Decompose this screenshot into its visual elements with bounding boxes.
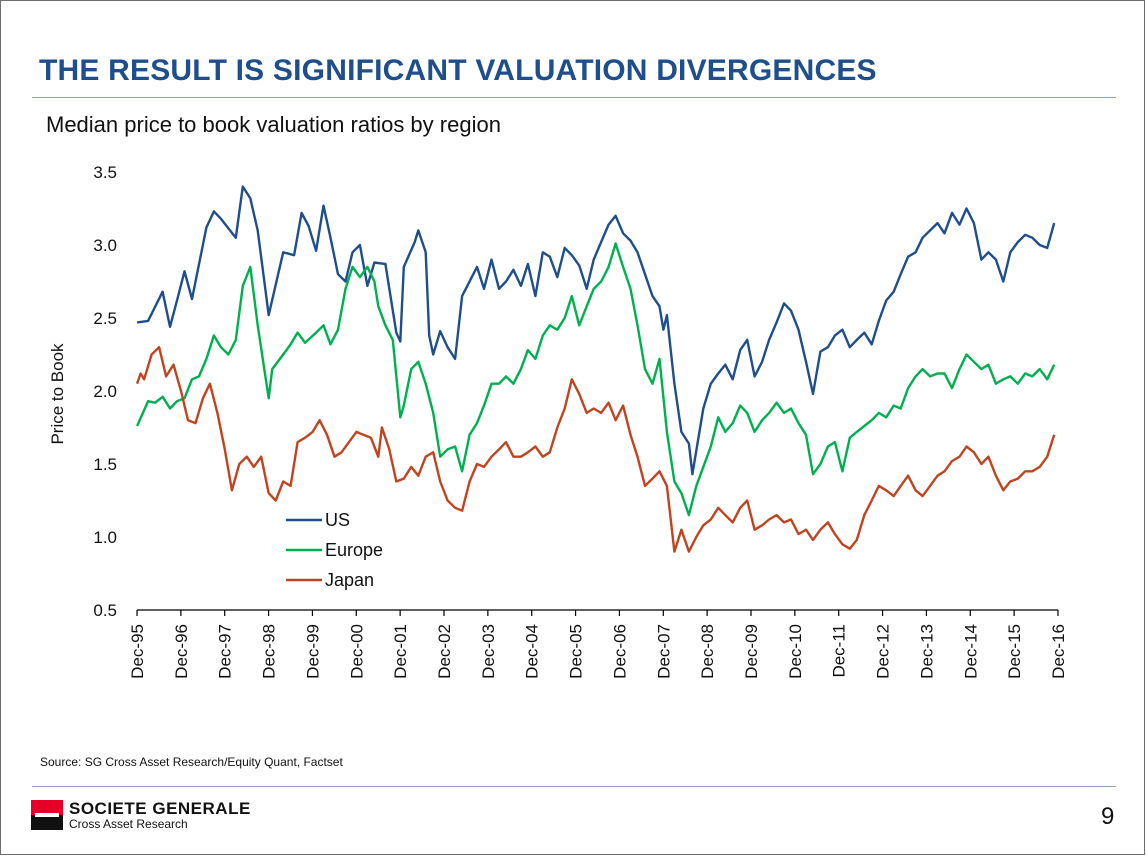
x-tick-label: Dec-13	[917, 624, 936, 679]
x-tick-label: Dec-03	[479, 624, 498, 679]
chart-lines	[135, 185, 1056, 553]
source-note: Source: SG Cross Asset Research/Equity Q…	[40, 755, 343, 769]
x-tick-label: Dec-02	[435, 624, 454, 679]
series-line-japan	[135, 346, 1056, 553]
chart-legend: US Europe Japan	[286, 510, 383, 590]
x-tick-label: Dec-00	[347, 624, 366, 679]
x-tick-label: Dec-12	[874, 624, 893, 679]
x-tick-label: Dec-98	[260, 624, 279, 679]
brand-name: SOCIETE GENERALE	[69, 799, 251, 818]
x-tick-label: Dec-96	[172, 624, 191, 679]
x-tick-label: Dec-06	[610, 624, 629, 679]
legend-label-europe: Europe	[325, 540, 383, 560]
legend-label-japan: Japan	[325, 570, 374, 590]
x-tick-label: Dec-01	[391, 624, 410, 679]
footer-divider	[32, 786, 1116, 787]
x-tick-label: Dec-11	[830, 624, 849, 678]
x-tick-label: Dec-07	[654, 624, 673, 679]
x-tick-label: Dec-04	[523, 624, 542, 679]
y-tick-label: 2.5	[93, 309, 117, 328]
slide-title: THE RESULT IS SIGNIFICANT VALUATION DIVE…	[39, 54, 877, 87]
y-tick-label: 3.0	[93, 236, 117, 255]
page-number: 9	[1101, 803, 1115, 830]
title-divider	[32, 97, 1116, 98]
x-tick-label: Dec-10	[786, 624, 805, 679]
y-tick-label: 3.5	[93, 163, 117, 182]
y-tick-label: 2.0	[93, 382, 117, 401]
series-line-us	[136, 185, 1056, 476]
legend-label-us: US	[325, 510, 350, 530]
x-tick-label: Dec-09	[742, 624, 761, 679]
societe-generale-logo	[31, 800, 63, 830]
chart-axes: 0.5 1.0 1.5 2.0 2.5 3.0 3.5 Dec-95 Dec-96 Dec-97 D…	[48, 163, 1068, 679]
series-line-europe	[136, 242, 1056, 517]
x-tick-label: Dec-16	[1049, 624, 1068, 679]
x-tick-label: Dec-99	[303, 624, 322, 679]
x-tick-label: Dec-15	[1005, 624, 1024, 679]
y-axis-label: Price to Book	[48, 343, 67, 445]
x-tick-label: Dec-95	[128, 624, 147, 679]
brand-subtitle: Cross Asset Research	[69, 817, 188, 831]
y-tick-label: 1.5	[93, 455, 117, 474]
x-tick-label: Dec-05	[567, 624, 586, 679]
y-tick-label: 1.0	[93, 528, 117, 547]
x-tick-label: Dec-97	[216, 624, 235, 679]
chart-subtitle: Median price to book valuation ratios by…	[46, 112, 501, 137]
x-tick-label: Dec-14	[961, 624, 980, 679]
y-tick-label: 0.5	[93, 601, 117, 620]
x-tick-label: Dec-08	[698, 624, 717, 679]
